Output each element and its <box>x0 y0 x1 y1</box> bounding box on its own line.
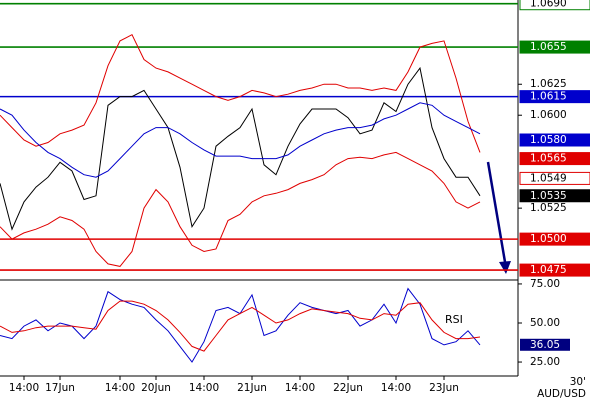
y-tick-label: 75.00 <box>530 278 560 290</box>
price-label: 1.0475 <box>530 264 567 276</box>
y-tick-label: 1.0600 <box>530 109 567 121</box>
series-line <box>0 151 481 267</box>
y-tick-label: 50.00 <box>530 317 560 329</box>
y-tick-label: 1.0625 <box>530 78 567 90</box>
x-tick-label: 23Jun <box>429 382 459 394</box>
x-tick-label: 14:00 <box>285 382 315 394</box>
price-label: 1.0500 <box>530 233 567 245</box>
price-box <box>519 90 590 104</box>
timeframe: 30' <box>570 376 586 388</box>
x-tick-label: 17Jun <box>45 382 75 394</box>
x-tick-label: 14:00 <box>189 382 219 394</box>
y-tick-label: 1.0525 <box>530 202 567 214</box>
current-label: 36.05 <box>530 339 560 351</box>
price-label: 1.0655 <box>530 41 567 53</box>
price-label: 1.0580 <box>530 134 567 146</box>
x-tick-label: 22Jun <box>333 382 363 394</box>
x-tick-label: 20Jun <box>141 382 171 394</box>
series-line <box>0 66 481 231</box>
x-tick-label: 14:00 <box>381 382 411 394</box>
projection-arrowhead <box>499 261 511 274</box>
y-tick-label: 25.00 <box>530 356 560 368</box>
series-line <box>0 102 481 178</box>
x-tick-label: 14:00 <box>105 382 135 394</box>
price-box <box>519 0 590 11</box>
price-label: 1.0690 <box>530 0 567 10</box>
series-line <box>0 34 481 153</box>
x-tick-label: 21Jun <box>237 382 267 394</box>
series-line <box>0 300 481 352</box>
price-box <box>519 152 590 166</box>
symbol: AUD/USD <box>537 388 586 400</box>
x-tick-label: 14:00 <box>9 382 39 394</box>
current-box <box>520 338 570 351</box>
projection-arrow <box>486 161 507 263</box>
price-box <box>519 171 590 185</box>
rsi-label: RSI <box>445 313 463 326</box>
price-box <box>519 232 590 246</box>
price-box <box>519 189 590 203</box>
price-label: 1.0615 <box>530 91 567 103</box>
price-label: 1.0535 <box>530 190 567 202</box>
price-label: 1.0549 <box>530 172 567 184</box>
price-label: 1.0565 <box>530 153 567 165</box>
price-box <box>519 40 590 54</box>
price-box <box>519 133 590 147</box>
price-box <box>519 263 590 277</box>
